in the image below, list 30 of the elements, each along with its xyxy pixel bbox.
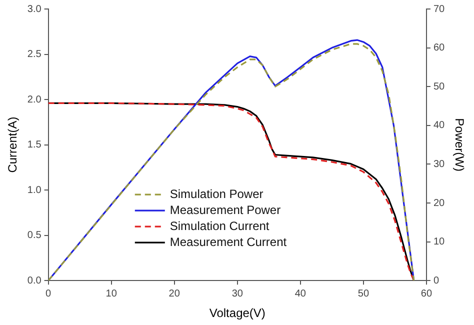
y2-axis-title: Power(W) [452,118,466,172]
x-tick-label: 0 [46,288,52,300]
y2-tick-label: 10 [433,236,446,248]
legend-label: Measurement Current [170,234,288,249]
y-tick-label: 0.0 [27,275,42,286]
y2-tick-label: 70 [433,4,446,15]
x-axis-title: Voltage(V) [209,306,266,320]
x-tick-label: 60 [420,288,432,300]
y2-tick-label: 40 [433,120,446,132]
y-tick-label: 0.5 [27,230,42,242]
y-tick-label: 3.0 [27,4,42,15]
y-tick-label: 1.0 [27,184,42,196]
y-tick-label: 2.5 [27,49,42,60]
x-tick-label: 40 [294,288,306,300]
x-tick-label: 30 [232,288,244,300]
legend-label: Measurement Power [170,202,281,217]
x-tick-label: 10 [106,288,118,300]
y-tick-label: 1.5 [27,140,42,151]
y2-tick-label: 20 [433,198,446,209]
y-axis-title: Current(A) [6,116,20,173]
y2-tick-label: 30 [433,158,446,170]
legend-label: Simulation Power [170,186,264,201]
y-tick-label: 2.0 [27,94,42,106]
y2-tick-label: 50 [433,81,446,92]
legend-label: Simulation Current [170,218,270,233]
line-series [48,102,415,281]
y2-tick-label: 60 [433,42,446,54]
y2-tick-label: 0 [433,275,440,286]
x-tick-label: 20 [168,288,180,300]
x-tick-label: 50 [358,288,370,300]
